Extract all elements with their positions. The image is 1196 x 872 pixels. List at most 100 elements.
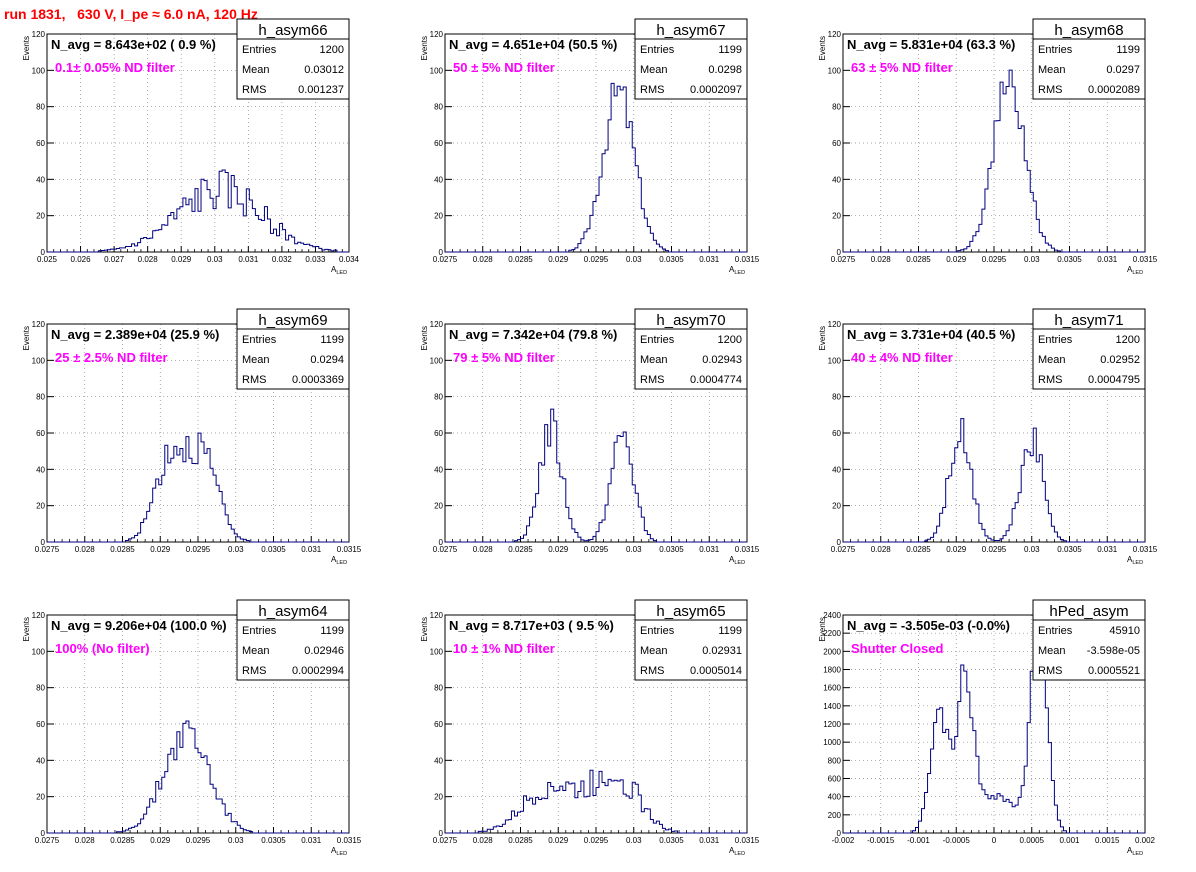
histogram-line-h_asym69 xyxy=(47,432,349,543)
x-axis-title: ALED xyxy=(1127,265,1143,276)
y-tick-label: 1200 xyxy=(823,720,841,729)
y-tick-label: 20 xyxy=(434,212,443,221)
x-tick-label: 0.0005 xyxy=(1020,836,1045,845)
y-tick-label: 80 xyxy=(832,393,841,402)
x-tick-label: 0.0275 xyxy=(433,836,458,845)
stats-box xyxy=(634,599,748,681)
stats-label: Mean xyxy=(1038,354,1066,366)
x-tick-label: -0.002 xyxy=(832,836,855,845)
stats-label: Entries xyxy=(242,44,277,56)
stats-value: 1199 xyxy=(320,625,344,637)
x-tick-label: 0.029 xyxy=(548,255,569,264)
filter-annotation: 100% (No filter) xyxy=(55,641,150,656)
x-tick-label: 0.03 xyxy=(207,255,223,264)
y-tick-label: 60 xyxy=(434,139,443,148)
y-tick-label: 40 xyxy=(36,465,45,474)
stats-label: Entries xyxy=(640,334,675,346)
x-tick-label: 0.0015 xyxy=(1095,836,1120,845)
y-axis-title: Events xyxy=(818,617,827,641)
stats-value: 0.0005521 xyxy=(1088,665,1140,677)
x-tick-label: 0.0275 xyxy=(831,255,856,264)
navg-label: N_avg = 2.389e+04 (25.9 %) xyxy=(51,327,219,342)
histogram-line-h_asym70 xyxy=(445,408,747,543)
y-axis-title: Events xyxy=(420,326,429,350)
x-tick-label: 0.03 xyxy=(228,545,244,554)
x-axis-title: ALED xyxy=(1127,846,1143,857)
x-tick-label: 0.031 xyxy=(1097,255,1118,264)
x-tick-label: -0.001 xyxy=(907,836,930,845)
y-tick-label: 0 xyxy=(439,538,444,547)
y-tick-label: 20 xyxy=(434,502,443,511)
x-tick-label: 0.03 xyxy=(1024,255,1040,264)
y-tick-label: 40 xyxy=(434,465,443,474)
x-tick-label: 0.0295 xyxy=(982,255,1007,264)
x-axis-title: ALED xyxy=(729,846,745,857)
x-tick-label: 0.028 xyxy=(473,255,494,264)
navg-label: N_avg = 3.731e+04 (40.5 %) xyxy=(847,327,1015,342)
x-tick-label: 0.0285 xyxy=(508,545,533,554)
histogram-name: h_asym69 xyxy=(258,312,327,329)
stats-value: 0.02943 xyxy=(702,354,742,366)
y-tick-label: 0 xyxy=(41,538,46,547)
stats-value: 45910 xyxy=(1109,625,1140,637)
x-tick-label: 0.034 xyxy=(339,255,360,264)
stats-box xyxy=(1032,599,1146,681)
x-tick-label: 0.0305 xyxy=(1057,255,1082,264)
y-tick-label: 0 xyxy=(439,248,444,257)
y-tick-label: 80 xyxy=(832,103,841,112)
y-tick-label: 100 xyxy=(828,66,842,75)
x-tick-label: 0.029 xyxy=(946,255,967,264)
y-tick-label: 120 xyxy=(32,320,46,329)
x-tick-label: 0.0305 xyxy=(261,836,286,845)
y-axis-title: Events xyxy=(420,36,429,60)
stats-label: RMS xyxy=(640,665,664,677)
stats-label: Entries xyxy=(242,334,277,346)
filter-annotation: 10 ± 1% ND filter xyxy=(453,641,555,656)
x-tick-label: 0.0285 xyxy=(906,545,931,554)
x-tick-label: 0.029 xyxy=(548,545,569,554)
navg-label: N_avg = 5.831e+04 (63.3 %) xyxy=(847,37,1015,52)
y-tick-label: 100 xyxy=(32,356,46,365)
stats-label: Entries xyxy=(1038,334,1073,346)
histogram-panel-hPed_asym: -0.002 -0.0015 -0.001 -0.0005 0 0.0005 0.001 0.… xyxy=(818,599,1156,857)
stats-value: 0.0294 xyxy=(310,354,344,366)
x-tick-label: 0.028 xyxy=(871,255,892,264)
stats-value: 0.02931 xyxy=(702,645,742,657)
y-tick-label: 2400 xyxy=(823,611,841,620)
x-axis-title: ALED xyxy=(729,555,745,566)
histogram-name: h_asym71 xyxy=(1054,312,1123,329)
stats-label: Mean xyxy=(242,354,270,366)
y-tick-label: 20 xyxy=(434,793,443,802)
x-tick-label: 0.029 xyxy=(946,545,967,554)
y-tick-label: 0 xyxy=(837,248,842,257)
x-tick-label: 0.0295 xyxy=(186,545,211,554)
x-axis-title: ALED xyxy=(729,265,745,276)
histogram-line-h_asym68 xyxy=(843,69,1145,253)
stats-label: Mean xyxy=(242,64,270,76)
navg-label: N_avg = 9.206e+04 (100.0 %) xyxy=(51,618,227,633)
y-tick-label: 40 xyxy=(36,175,45,184)
histogram-panel-h_asym66: 0.025 0.026 0.027 0.028 0.029 0.03 0.031 0.032 0… xyxy=(22,18,360,276)
y-tick-label: 200 xyxy=(828,811,842,820)
filter-annotation: 0.1± 0.05% ND filter xyxy=(55,60,175,75)
x-axis-title: ALED xyxy=(331,555,347,566)
y-tick-label: 120 xyxy=(828,30,842,39)
histogram-line-h_asym66 xyxy=(47,169,349,253)
histogram-name: h_asym70 xyxy=(656,312,725,329)
x-axis-title: ALED xyxy=(331,265,347,276)
histogram-name: h_asym65 xyxy=(656,603,725,620)
stats-label: Entries xyxy=(640,44,675,56)
y-tick-label: 120 xyxy=(430,320,444,329)
y-tick-label: 0 xyxy=(41,829,46,838)
y-tick-label: 100 xyxy=(32,66,46,75)
y-tick-label: 80 xyxy=(36,393,45,402)
x-tick-label: 0.03 xyxy=(1024,545,1040,554)
y-tick-label: 2200 xyxy=(823,629,841,638)
y-tick-label: 120 xyxy=(32,611,46,620)
y-tick-label: 1800 xyxy=(823,666,841,675)
x-tick-label: 0.03 xyxy=(626,255,642,264)
x-tick-label: 0.031 xyxy=(699,545,720,554)
y-axis-title: Events xyxy=(22,617,31,641)
x-tick-label: 0.031 xyxy=(699,255,720,264)
